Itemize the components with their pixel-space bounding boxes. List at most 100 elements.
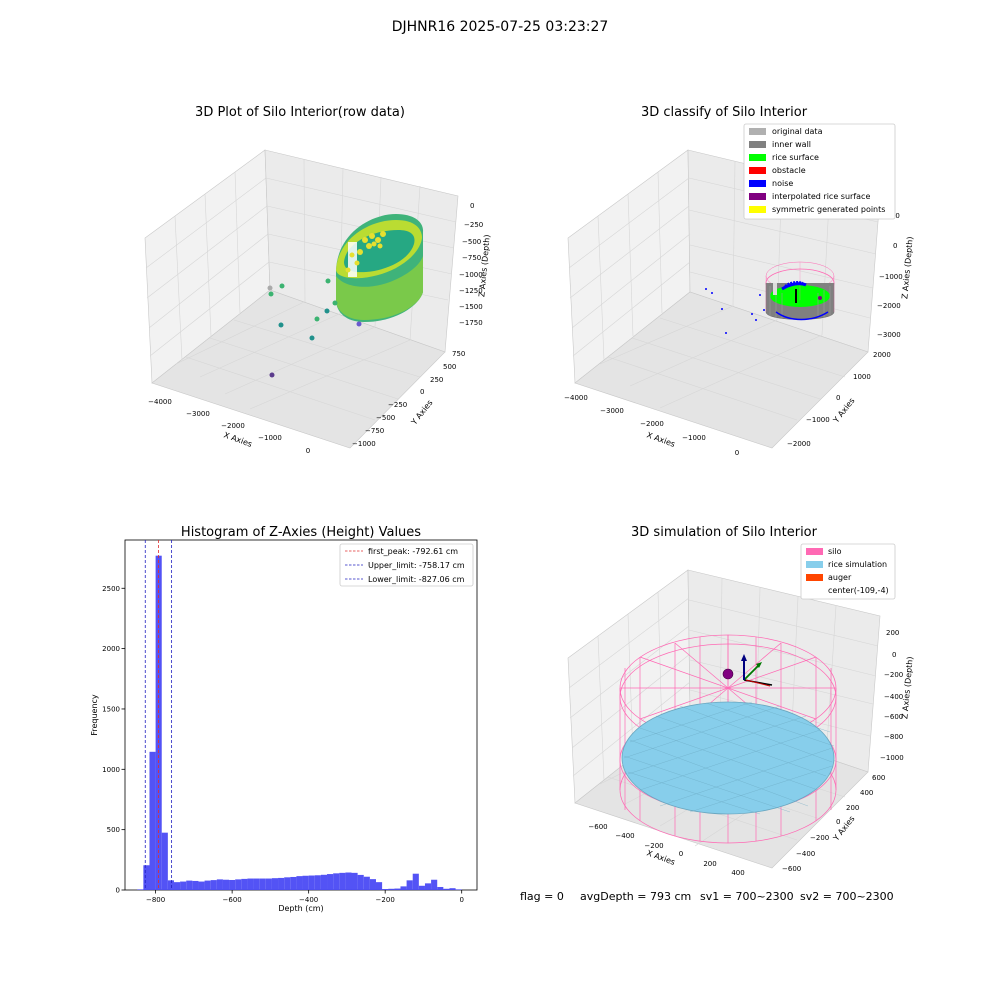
tick-label: −1750 xyxy=(459,319,483,327)
legend-swatch-auger xyxy=(806,574,823,581)
legend-label: Upper_limit: -758.17 cm xyxy=(368,561,465,570)
raw-stray-points xyxy=(267,278,362,378)
tick-label: 0 xyxy=(470,202,474,210)
legend-label: first_peak: -792.61 cm xyxy=(368,547,458,556)
tick-label: 200 xyxy=(846,804,859,812)
simulation-z-label: Z Axies (Depth) xyxy=(900,656,914,719)
panel-classify-title: 3D classify of Silo Interior xyxy=(641,105,808,120)
classify-silo xyxy=(765,261,835,321)
tick-label: −1000 xyxy=(806,416,830,424)
status-sv1: sv1 = 700~2300 xyxy=(700,890,794,903)
histogram-title: Histogram of Z-Axies (Height) Values xyxy=(181,525,421,540)
histogram-y-ticks: 0 500 1000 1500 2000 2500 xyxy=(102,585,125,895)
x-tick-label: −800 xyxy=(146,896,165,904)
tick-label: −600 xyxy=(588,823,607,831)
tick-label: 500 xyxy=(443,363,456,371)
tick-label: −200 xyxy=(884,671,903,679)
histogram-bar xyxy=(357,874,364,890)
histogram-bar xyxy=(180,881,187,890)
tick-label: −3000 xyxy=(186,410,210,418)
histogram-bar xyxy=(271,878,279,890)
legend-box xyxy=(339,543,474,587)
raw-yellow-cluster xyxy=(345,231,386,273)
figure-title: DJHNR16 2025-07-25 03:23:27 xyxy=(392,19,609,35)
histogram-bar xyxy=(216,879,223,890)
histogram-bar xyxy=(192,880,199,890)
histogram-bar xyxy=(149,751,156,890)
simulation-x-label: X Axies xyxy=(645,848,676,867)
status-flag: flag = 0 xyxy=(520,890,564,903)
status-sv2: sv2 = 700~2300 xyxy=(800,890,894,903)
histogram-bar xyxy=(210,880,217,890)
panel-simulation-3d: 3D simulation of Silo Interior xyxy=(567,525,915,877)
tick-label: −400 xyxy=(796,850,815,858)
pane-floor xyxy=(574,291,869,449)
legend-label: noise xyxy=(772,179,793,188)
legend-label: center(-109,-4) xyxy=(828,586,889,595)
raw-x-label: X Axies xyxy=(222,430,253,449)
legend-box xyxy=(743,123,896,220)
pane-floor xyxy=(151,289,446,449)
legend-swatch-symmetric xyxy=(749,206,766,213)
x-tick-label: −200 xyxy=(376,896,395,904)
classify-noise-points xyxy=(705,288,765,334)
panel-classify-3d: 3D classify of Silo Interior xyxy=(564,105,915,457)
tick-label: 0 xyxy=(836,818,840,826)
tick-label: −750 xyxy=(462,254,481,262)
histogram-bar xyxy=(320,874,328,890)
legend-label: obstacle xyxy=(772,166,806,175)
legend-swatch-interpolated xyxy=(749,193,766,200)
y-tick-label: 2500 xyxy=(102,585,120,593)
legend-label: symmetric generated points xyxy=(772,205,885,214)
tick-label: 0 xyxy=(836,394,840,402)
histogram-bar xyxy=(308,875,315,890)
classify-x-ticks: −4000 −3000 −2000 −1000 0 xyxy=(564,394,739,457)
simulation-legend: silo rice simulation auger center(-109,-… xyxy=(800,543,896,600)
histogram-bar xyxy=(235,879,242,890)
histogram-x-label: Depth (cm) xyxy=(278,904,323,913)
tick-label: −3000 xyxy=(600,407,624,415)
tick-label: 400 xyxy=(731,869,744,877)
histogram-bar xyxy=(412,873,419,890)
legend-swatch-silo xyxy=(806,548,823,555)
histogram-bar xyxy=(351,872,358,890)
tick-label: −1500 xyxy=(459,303,483,311)
tick-label: −2000 xyxy=(221,422,245,430)
y-tick-label: 2000 xyxy=(102,645,120,653)
histogram-bar xyxy=(400,886,407,890)
legend-swatch-obstacle xyxy=(749,167,766,174)
simulation-rice-surface xyxy=(621,701,835,815)
histogram-bar xyxy=(424,883,432,890)
legend-label: original data xyxy=(772,127,823,136)
panel-raw-title: 3D Plot of Silo Interior(row data) xyxy=(195,105,405,120)
histogram-bar xyxy=(241,878,248,890)
tick-label: 0 xyxy=(892,651,896,659)
tick-label: 0 xyxy=(306,447,310,455)
histogram-bar xyxy=(143,865,150,890)
histogram-bar xyxy=(314,875,321,890)
histogram-bar xyxy=(296,876,303,890)
histogram-bar xyxy=(278,877,285,890)
x-tick-label: −600 xyxy=(223,896,242,904)
simulation-y-label: Y Axies xyxy=(831,814,857,843)
histogram-bar xyxy=(443,888,450,890)
legend-swatch-original xyxy=(749,128,766,135)
histogram-bar xyxy=(284,877,291,890)
histogram-bar xyxy=(222,879,230,890)
histogram-bar xyxy=(375,882,383,890)
legend-label: interpolated rice surface xyxy=(772,192,870,201)
classify-legend: original data inner wall rice surface ob… xyxy=(743,123,896,220)
tick-label: −250 xyxy=(464,221,483,229)
tick-label: 0 xyxy=(735,449,739,457)
histogram-bar xyxy=(406,880,413,890)
histogram-bar xyxy=(302,875,309,890)
tick-label: −750 xyxy=(365,427,384,435)
tick-label: −1250 xyxy=(459,287,483,295)
legend-label: rice surface xyxy=(772,153,819,162)
tick-label: −1000 xyxy=(682,434,706,442)
tick-label: 750 xyxy=(452,350,465,358)
raw-x-ticks: −4000 −3000 −2000 −1000 0 xyxy=(148,398,310,455)
legend-label: silo xyxy=(828,547,842,556)
histogram-bar xyxy=(418,885,425,890)
